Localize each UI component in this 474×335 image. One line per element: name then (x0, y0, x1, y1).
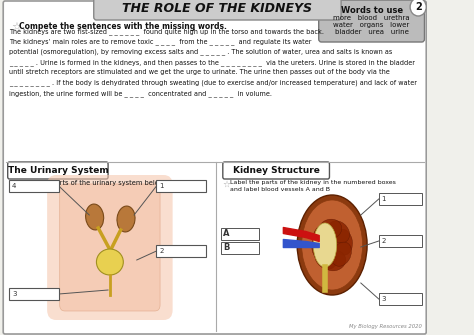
Ellipse shape (86, 204, 104, 230)
FancyBboxPatch shape (60, 184, 160, 311)
Text: until stretch receptors are stimulated and we get the urge to urinate. The urine: until stretch receptors are stimulated a… (9, 69, 390, 75)
Ellipse shape (96, 249, 123, 275)
FancyBboxPatch shape (156, 245, 206, 257)
Text: Words to use: Words to use (340, 5, 402, 14)
FancyBboxPatch shape (221, 228, 259, 240)
Ellipse shape (313, 224, 333, 248)
FancyBboxPatch shape (9, 180, 59, 192)
Ellipse shape (297, 195, 367, 295)
Ellipse shape (117, 206, 135, 232)
Text: Compete the sentences with the missing words.: Compete the sentences with the missing w… (19, 22, 227, 31)
Text: 1: 1 (159, 183, 164, 189)
Text: 3: 3 (12, 291, 17, 297)
Text: ☆: ☆ (11, 22, 21, 32)
FancyBboxPatch shape (47, 175, 173, 320)
Text: My Biology Resources 2020: My Biology Resources 2020 (349, 324, 422, 329)
FancyBboxPatch shape (156, 180, 206, 192)
FancyBboxPatch shape (379, 193, 422, 205)
Text: A: A (223, 229, 229, 239)
Text: 3: 3 (382, 296, 386, 302)
Text: potential (osmoregulation), by removing excess salts and _ _ _ _ _ . The solutio: potential (osmoregulation), by removing … (9, 49, 393, 55)
FancyBboxPatch shape (221, 242, 259, 254)
Text: 1: 1 (382, 196, 386, 202)
Text: and label blood vessels A and B: and label blood vessels A and B (230, 187, 330, 192)
Text: The kidneys’ main roles are to remove toxic _ _ _ _  from the _ _ _ _ _  and reg: The kidneys’ main roles are to remove to… (9, 38, 312, 45)
Text: 2: 2 (415, 2, 421, 12)
Ellipse shape (315, 247, 337, 269)
Text: ☆: ☆ (223, 180, 231, 189)
FancyBboxPatch shape (3, 1, 426, 334)
Ellipse shape (301, 200, 363, 290)
Ellipse shape (334, 229, 353, 255)
FancyBboxPatch shape (223, 162, 329, 179)
Text: _ _ _ _ _ _ _ _ . If the body is dehydrated through sweating (due to exercise an: _ _ _ _ _ _ _ _ . If the body is dehydra… (9, 79, 418, 86)
Text: 4: 4 (12, 183, 17, 189)
Text: 2: 2 (159, 248, 164, 254)
FancyBboxPatch shape (8, 162, 108, 179)
Text: Kidney Structure: Kidney Structure (233, 166, 319, 175)
Text: THE ROLE OF THE KIDNEYS: THE ROLE OF THE KIDNEYS (122, 2, 312, 15)
Text: _ _ _ _ _ . Urine is formed in the kidneys, and then passes to the _ _ _ _ _ _ _: _ _ _ _ _ . Urine is formed in the kidne… (9, 59, 416, 66)
Text: more   blood   urethra: more blood urethra (333, 15, 410, 21)
Ellipse shape (319, 219, 342, 239)
Ellipse shape (313, 223, 337, 267)
Text: water   organs   lower: water organs lower (333, 22, 410, 28)
Ellipse shape (328, 221, 349, 243)
Text: The kidneys are two fist-sized _ _ _ _ _ _  found quite high up in the torso and: The kidneys are two fist-sized _ _ _ _ _… (9, 28, 325, 35)
Ellipse shape (332, 242, 352, 266)
Text: Label the parts of the kidney in the numbered boxes: Label the parts of the kidney in the num… (230, 180, 396, 185)
Text: 2: 2 (382, 238, 386, 244)
FancyBboxPatch shape (379, 293, 422, 305)
FancyBboxPatch shape (319, 0, 424, 42)
Text: ☆: ☆ (10, 180, 18, 189)
FancyBboxPatch shape (94, 0, 341, 20)
Text: ingestion, the urine formed will be _ _ _ _  concentrated and _ _ _ _ _  in volu: ingestion, the urine formed will be _ _ … (9, 90, 273, 96)
Text: B: B (223, 244, 229, 253)
Ellipse shape (323, 251, 346, 271)
Text: bladder   urea   urine: bladder urea urine (335, 29, 409, 35)
FancyBboxPatch shape (9, 288, 59, 300)
FancyBboxPatch shape (379, 235, 422, 247)
Text: The Urinary System: The Urinary System (8, 166, 108, 175)
Circle shape (410, 0, 426, 16)
Ellipse shape (312, 235, 330, 261)
Text: Label the parts of the urinary system below: Label the parts of the urinary system be… (18, 180, 164, 186)
